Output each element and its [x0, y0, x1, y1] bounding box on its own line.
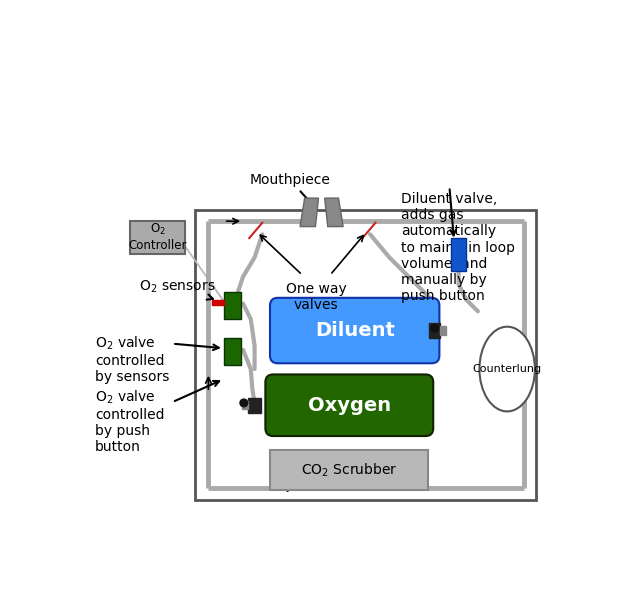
Bar: [248, 397, 261, 413]
Circle shape: [240, 399, 248, 407]
Bar: [451, 238, 466, 271]
Polygon shape: [300, 198, 318, 227]
Text: Diluent: Diluent: [315, 321, 395, 340]
Text: O$_2$ valve
controlled
by sensors: O$_2$ valve controlled by sensors: [95, 335, 170, 384]
Bar: [242, 401, 248, 409]
Text: Mouthpiece: Mouthpiece: [249, 172, 330, 208]
Bar: [195, 210, 536, 500]
Bar: [440, 326, 447, 335]
Bar: [270, 450, 428, 490]
FancyBboxPatch shape: [270, 298, 440, 363]
Polygon shape: [325, 198, 343, 227]
FancyBboxPatch shape: [265, 374, 433, 436]
Bar: [224, 292, 241, 319]
Text: CO$_2$ Scrubber: CO$_2$ Scrubber: [300, 461, 397, 479]
Text: O$_2$ sensors: O$_2$ sensors: [139, 278, 216, 299]
Text: Counterlung: Counterlung: [473, 364, 542, 374]
Bar: [212, 299, 218, 305]
Bar: [130, 221, 185, 253]
Text: O$_2$ valve
controlled
by push
button: O$_2$ valve controlled by push button: [95, 388, 165, 454]
Text: Diluent valve,
adds gas
automatically
to maintain loop
volume, and
manually by
p: Diluent valve, adds gas automatically to…: [401, 192, 515, 303]
Circle shape: [431, 324, 439, 332]
Bar: [224, 338, 241, 365]
Text: O$_2$
Controller: O$_2$ Controller: [128, 222, 187, 252]
Ellipse shape: [479, 327, 535, 411]
Bar: [429, 323, 440, 338]
Text: Oxygen: Oxygen: [308, 396, 391, 415]
Bar: [218, 299, 224, 305]
Text: One way
valves: One way valves: [286, 282, 346, 312]
